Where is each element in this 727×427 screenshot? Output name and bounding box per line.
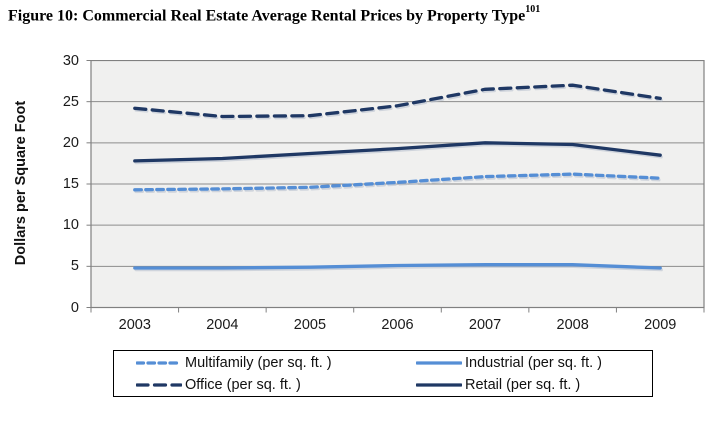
legend-label-industrial: Industrial (per sq. ft. ): [465, 354, 602, 371]
series-line-industrial: [133, 263, 662, 270]
legend-label-office: Office (per sq. ft. ): [185, 376, 301, 393]
y-tick-label: 5: [70, 258, 79, 275]
legend-line-sample-industrial: [416, 360, 462, 365]
y-tick-label: 0: [70, 299, 79, 316]
legend-item-industrial: Industrial (per sq. ft. ): [416, 352, 652, 373]
figure-title: Figure 10: Commercial Real Estate Averag…: [8, 4, 708, 25]
y-tick-label: 10: [62, 217, 79, 234]
legend-item-retail: Retail (per sq. ft. ): [416, 374, 652, 395]
y-tick-label: 25: [62, 93, 79, 110]
x-tick-label: 2007: [468, 317, 502, 333]
footnote-reference: 101: [525, 4, 541, 15]
legend-item-multifamily: Multifamily (per sq. ft. ): [114, 352, 416, 373]
x-tick-label: 2006: [381, 317, 414, 333]
legend-line-sample-multifamily: [136, 360, 182, 365]
plot-area: [86, 60, 705, 313]
x-tick-label: 2004: [206, 317, 239, 333]
legend-item-office: Office (per sq. ft. ): [114, 374, 416, 395]
legend-line-sample-retail: [416, 382, 462, 387]
series-line-shadow-industrial: [134, 264, 663, 272]
x-tick-label: 2008: [556, 317, 589, 333]
x-tick-label: 2003: [118, 317, 151, 333]
series-line-retail: [133, 141, 662, 163]
figure-title-text: Figure 10: Commercial Real Estate Averag…: [8, 7, 526, 25]
legend-label-retail: Retail (per sq. ft. ): [465, 376, 581, 393]
x-tick-label: 2009: [644, 317, 677, 333]
y-tick-label: 30: [62, 52, 79, 69]
y-tick-label: 20: [62, 134, 79, 151]
legend-label-multifamily: Multifamily (per sq. ft. ): [185, 354, 332, 371]
y-axis-title: Dollars per Square Foot: [13, 100, 29, 266]
legend-line-sample-office: [136, 382, 182, 387]
series-line-multifamily: [133, 172, 662, 192]
series-line-office: [133, 83, 662, 119]
series-line-shadow-multifamily: [134, 174, 663, 194]
legend: Multifamily (per sq. ft. ) Industrial (pe…: [113, 350, 653, 397]
x-tick-label: 2005: [293, 317, 327, 333]
y-tick-label: 15: [62, 176, 79, 192]
